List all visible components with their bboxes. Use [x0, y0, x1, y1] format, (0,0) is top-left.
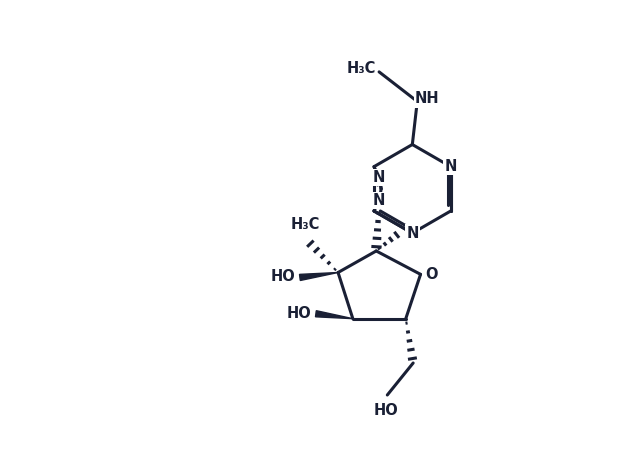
Polygon shape	[300, 273, 338, 281]
Polygon shape	[316, 311, 353, 319]
Text: H₃C: H₃C	[347, 61, 376, 76]
Text: N: N	[373, 170, 385, 185]
Text: HO: HO	[286, 306, 311, 321]
Text: N: N	[445, 159, 457, 174]
Text: N: N	[406, 226, 419, 241]
Text: HO: HO	[270, 269, 295, 284]
Text: O: O	[426, 267, 438, 282]
Text: NH: NH	[415, 92, 440, 107]
Text: HO: HO	[374, 403, 399, 418]
Text: H₃C: H₃C	[290, 218, 319, 233]
Text: N: N	[373, 193, 385, 208]
